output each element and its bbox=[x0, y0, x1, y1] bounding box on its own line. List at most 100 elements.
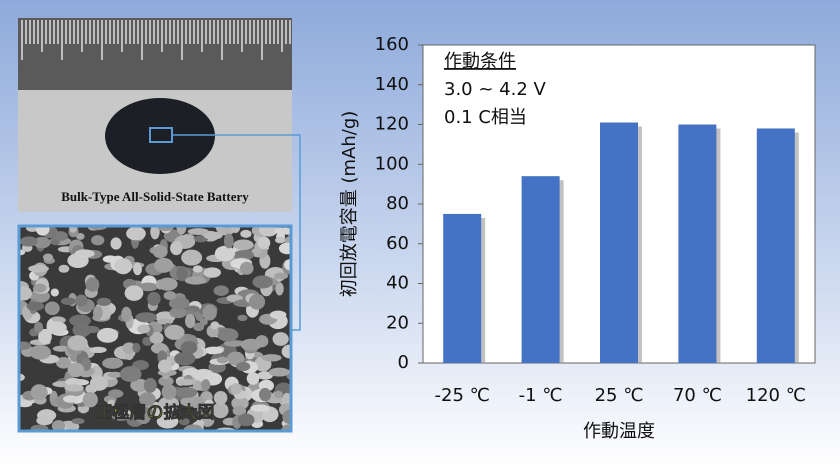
grain bbox=[67, 362, 85, 378]
grain bbox=[274, 227, 290, 235]
grain bbox=[67, 335, 88, 351]
grain bbox=[42, 253, 54, 262]
grain bbox=[239, 261, 254, 275]
grain bbox=[223, 233, 234, 249]
grain bbox=[217, 328, 239, 342]
grain bbox=[161, 390, 176, 397]
grain bbox=[183, 424, 204, 430]
grain bbox=[174, 351, 196, 366]
grain bbox=[197, 411, 209, 418]
x-axis-label: 作動温度 bbox=[583, 421, 655, 442]
grain bbox=[184, 276, 207, 285]
grain bbox=[96, 297, 112, 307]
grain bbox=[278, 242, 290, 255]
grain bbox=[273, 272, 289, 280]
grain bbox=[275, 282, 284, 296]
grain bbox=[246, 372, 260, 385]
x-tick-label: -25 ℃ bbox=[435, 385, 490, 406]
grain bbox=[26, 301, 45, 311]
grain bbox=[157, 227, 174, 232]
grain bbox=[156, 413, 179, 429]
grain bbox=[176, 378, 196, 386]
grain bbox=[110, 237, 122, 250]
grain bbox=[85, 277, 100, 292]
grain bbox=[204, 346, 224, 355]
grain bbox=[20, 341, 31, 350]
grain bbox=[76, 232, 85, 240]
grain bbox=[152, 245, 168, 259]
y-tick-label: 0 bbox=[398, 352, 409, 373]
grain bbox=[157, 277, 178, 291]
grain bbox=[213, 285, 229, 296]
grain bbox=[269, 310, 287, 320]
grain bbox=[272, 332, 289, 346]
grain bbox=[136, 411, 151, 425]
x-tick-label: 70 ℃ bbox=[673, 385, 722, 406]
micrograph-caption: 正極層の拡大図 bbox=[96, 402, 215, 423]
grain bbox=[28, 264, 49, 273]
photo-caption: Bulk-Type All-Solid-State Battery bbox=[61, 189, 249, 204]
grain bbox=[252, 275, 273, 289]
grain bbox=[240, 229, 252, 238]
grain bbox=[139, 392, 156, 407]
grain bbox=[284, 259, 290, 271]
grain bbox=[181, 249, 203, 266]
grain bbox=[132, 342, 141, 353]
grain bbox=[72, 322, 91, 338]
grain bbox=[88, 227, 108, 231]
grain bbox=[91, 235, 105, 246]
grain bbox=[154, 257, 174, 273]
bar bbox=[678, 124, 717, 363]
grain bbox=[230, 383, 242, 395]
grain bbox=[122, 342, 137, 354]
grain bbox=[51, 420, 66, 430]
grain bbox=[20, 373, 25, 382]
x-tick-label: -1 ℃ bbox=[519, 385, 563, 406]
grain bbox=[195, 419, 205, 427]
grain bbox=[58, 264, 70, 273]
grain bbox=[102, 357, 124, 369]
grain bbox=[233, 250, 255, 261]
grain bbox=[143, 377, 157, 393]
grain bbox=[50, 288, 59, 297]
grain bbox=[223, 340, 246, 347]
grain bbox=[210, 321, 220, 330]
micrograph-border bbox=[17, 224, 293, 433]
grain bbox=[250, 404, 270, 412]
grains bbox=[20, 227, 290, 430]
grain bbox=[274, 390, 283, 399]
grain bbox=[230, 227, 241, 234]
grain bbox=[226, 351, 245, 366]
grain bbox=[133, 262, 142, 276]
y-tick-label: 120 bbox=[375, 114, 409, 135]
grain bbox=[216, 227, 236, 236]
y-tick-label: 100 bbox=[375, 153, 409, 174]
grain bbox=[126, 227, 146, 241]
grain bbox=[201, 379, 211, 392]
bar bbox=[756, 128, 795, 363]
grain bbox=[176, 266, 188, 282]
grain bbox=[33, 283, 47, 293]
grain bbox=[119, 366, 142, 382]
grain bbox=[182, 368, 200, 378]
grain bbox=[157, 318, 174, 325]
grain bbox=[275, 236, 286, 244]
grain bbox=[169, 307, 187, 319]
y-tick-label: 60 bbox=[386, 233, 409, 254]
y-tick-label: 40 bbox=[386, 273, 409, 294]
grain bbox=[249, 293, 266, 310]
y-tick-label: 140 bbox=[375, 74, 409, 95]
ruler bbox=[18, 18, 292, 90]
grain bbox=[268, 367, 290, 377]
bar bbox=[600, 122, 638, 363]
grain bbox=[232, 405, 247, 416]
grain bbox=[236, 361, 251, 372]
grain bbox=[158, 376, 174, 387]
grain bbox=[203, 231, 223, 240]
grain bbox=[280, 424, 290, 430]
grain bbox=[64, 384, 84, 392]
x-tick-label: 120 ℃ bbox=[746, 385, 806, 406]
grain bbox=[164, 324, 185, 340]
grain bbox=[26, 227, 39, 232]
